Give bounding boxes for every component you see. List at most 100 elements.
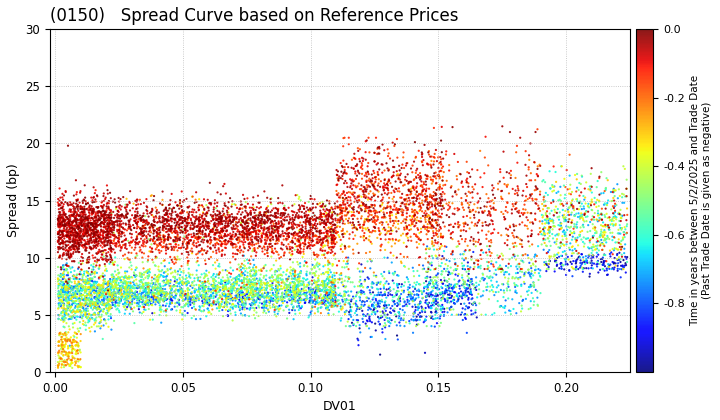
Point xyxy=(114,286,126,293)
Point xyxy=(150,279,161,286)
Point xyxy=(235,284,247,291)
Point xyxy=(174,300,185,307)
Point xyxy=(58,206,69,213)
Point xyxy=(140,298,151,304)
Point xyxy=(203,295,215,302)
Point xyxy=(295,234,307,241)
Point xyxy=(331,303,343,310)
Point xyxy=(287,267,299,274)
Point xyxy=(230,275,241,282)
Point xyxy=(149,262,161,269)
Point xyxy=(554,184,566,190)
Point xyxy=(53,234,65,241)
Point xyxy=(359,265,371,271)
Point xyxy=(394,237,405,244)
Point xyxy=(186,289,197,296)
Point xyxy=(122,296,133,303)
Point xyxy=(487,218,498,225)
Point xyxy=(248,289,259,296)
Point xyxy=(213,288,225,295)
Point xyxy=(91,219,103,226)
Point xyxy=(225,195,236,202)
Point xyxy=(61,272,73,278)
Point xyxy=(616,213,628,219)
Point xyxy=(294,248,306,255)
Point xyxy=(133,296,145,302)
Point xyxy=(276,283,287,289)
Point xyxy=(595,236,607,243)
Point xyxy=(518,271,530,278)
Point xyxy=(553,222,564,228)
Point xyxy=(420,231,432,238)
Point xyxy=(77,304,89,311)
Point xyxy=(69,284,81,291)
Point xyxy=(564,224,575,231)
Point xyxy=(163,210,175,217)
Point xyxy=(411,244,423,251)
Point xyxy=(212,229,223,236)
Point xyxy=(103,211,114,218)
Point xyxy=(277,211,289,218)
Point xyxy=(525,233,536,239)
Point xyxy=(61,294,73,301)
Point xyxy=(317,239,328,246)
Point xyxy=(542,235,554,242)
Point xyxy=(399,226,410,233)
Point xyxy=(542,261,554,268)
Point xyxy=(360,235,372,242)
Point xyxy=(413,241,425,247)
Point xyxy=(580,258,592,265)
Point xyxy=(323,271,334,278)
Point xyxy=(79,296,91,303)
Point xyxy=(514,213,526,220)
Point xyxy=(178,289,189,296)
Point xyxy=(166,210,177,217)
Point xyxy=(242,229,253,236)
Point xyxy=(380,307,392,314)
Point xyxy=(418,280,430,286)
Point xyxy=(216,226,228,233)
Point xyxy=(276,228,288,235)
Point xyxy=(570,172,581,178)
Point xyxy=(99,208,111,215)
Point xyxy=(554,209,565,216)
Point xyxy=(353,249,364,256)
Point xyxy=(552,188,564,195)
Point xyxy=(216,252,228,259)
Point xyxy=(179,291,191,297)
Point xyxy=(85,245,96,252)
Point xyxy=(197,231,208,238)
Point xyxy=(287,285,299,291)
Point xyxy=(289,274,301,281)
Point xyxy=(529,187,541,194)
Point xyxy=(430,205,441,211)
Point xyxy=(534,163,546,169)
Point xyxy=(105,220,117,226)
Point xyxy=(76,235,88,242)
Point xyxy=(147,223,158,230)
Point xyxy=(81,259,93,266)
Point xyxy=(148,289,160,296)
Point xyxy=(307,224,318,231)
Point xyxy=(544,229,555,236)
Point xyxy=(253,237,264,244)
Point xyxy=(95,282,107,289)
Point xyxy=(70,284,81,291)
Point xyxy=(359,278,371,285)
Point xyxy=(320,287,331,294)
Point xyxy=(98,288,109,294)
Point xyxy=(138,269,150,276)
Point xyxy=(358,201,369,208)
Point xyxy=(569,266,580,273)
Point xyxy=(132,223,143,230)
Point xyxy=(220,239,231,246)
Point xyxy=(246,239,258,245)
Point xyxy=(72,296,84,302)
Point xyxy=(73,237,85,244)
Point xyxy=(523,260,535,266)
Point xyxy=(348,204,359,210)
Point xyxy=(583,245,595,252)
Point xyxy=(109,196,120,203)
Point xyxy=(371,218,382,224)
Point xyxy=(429,293,441,299)
